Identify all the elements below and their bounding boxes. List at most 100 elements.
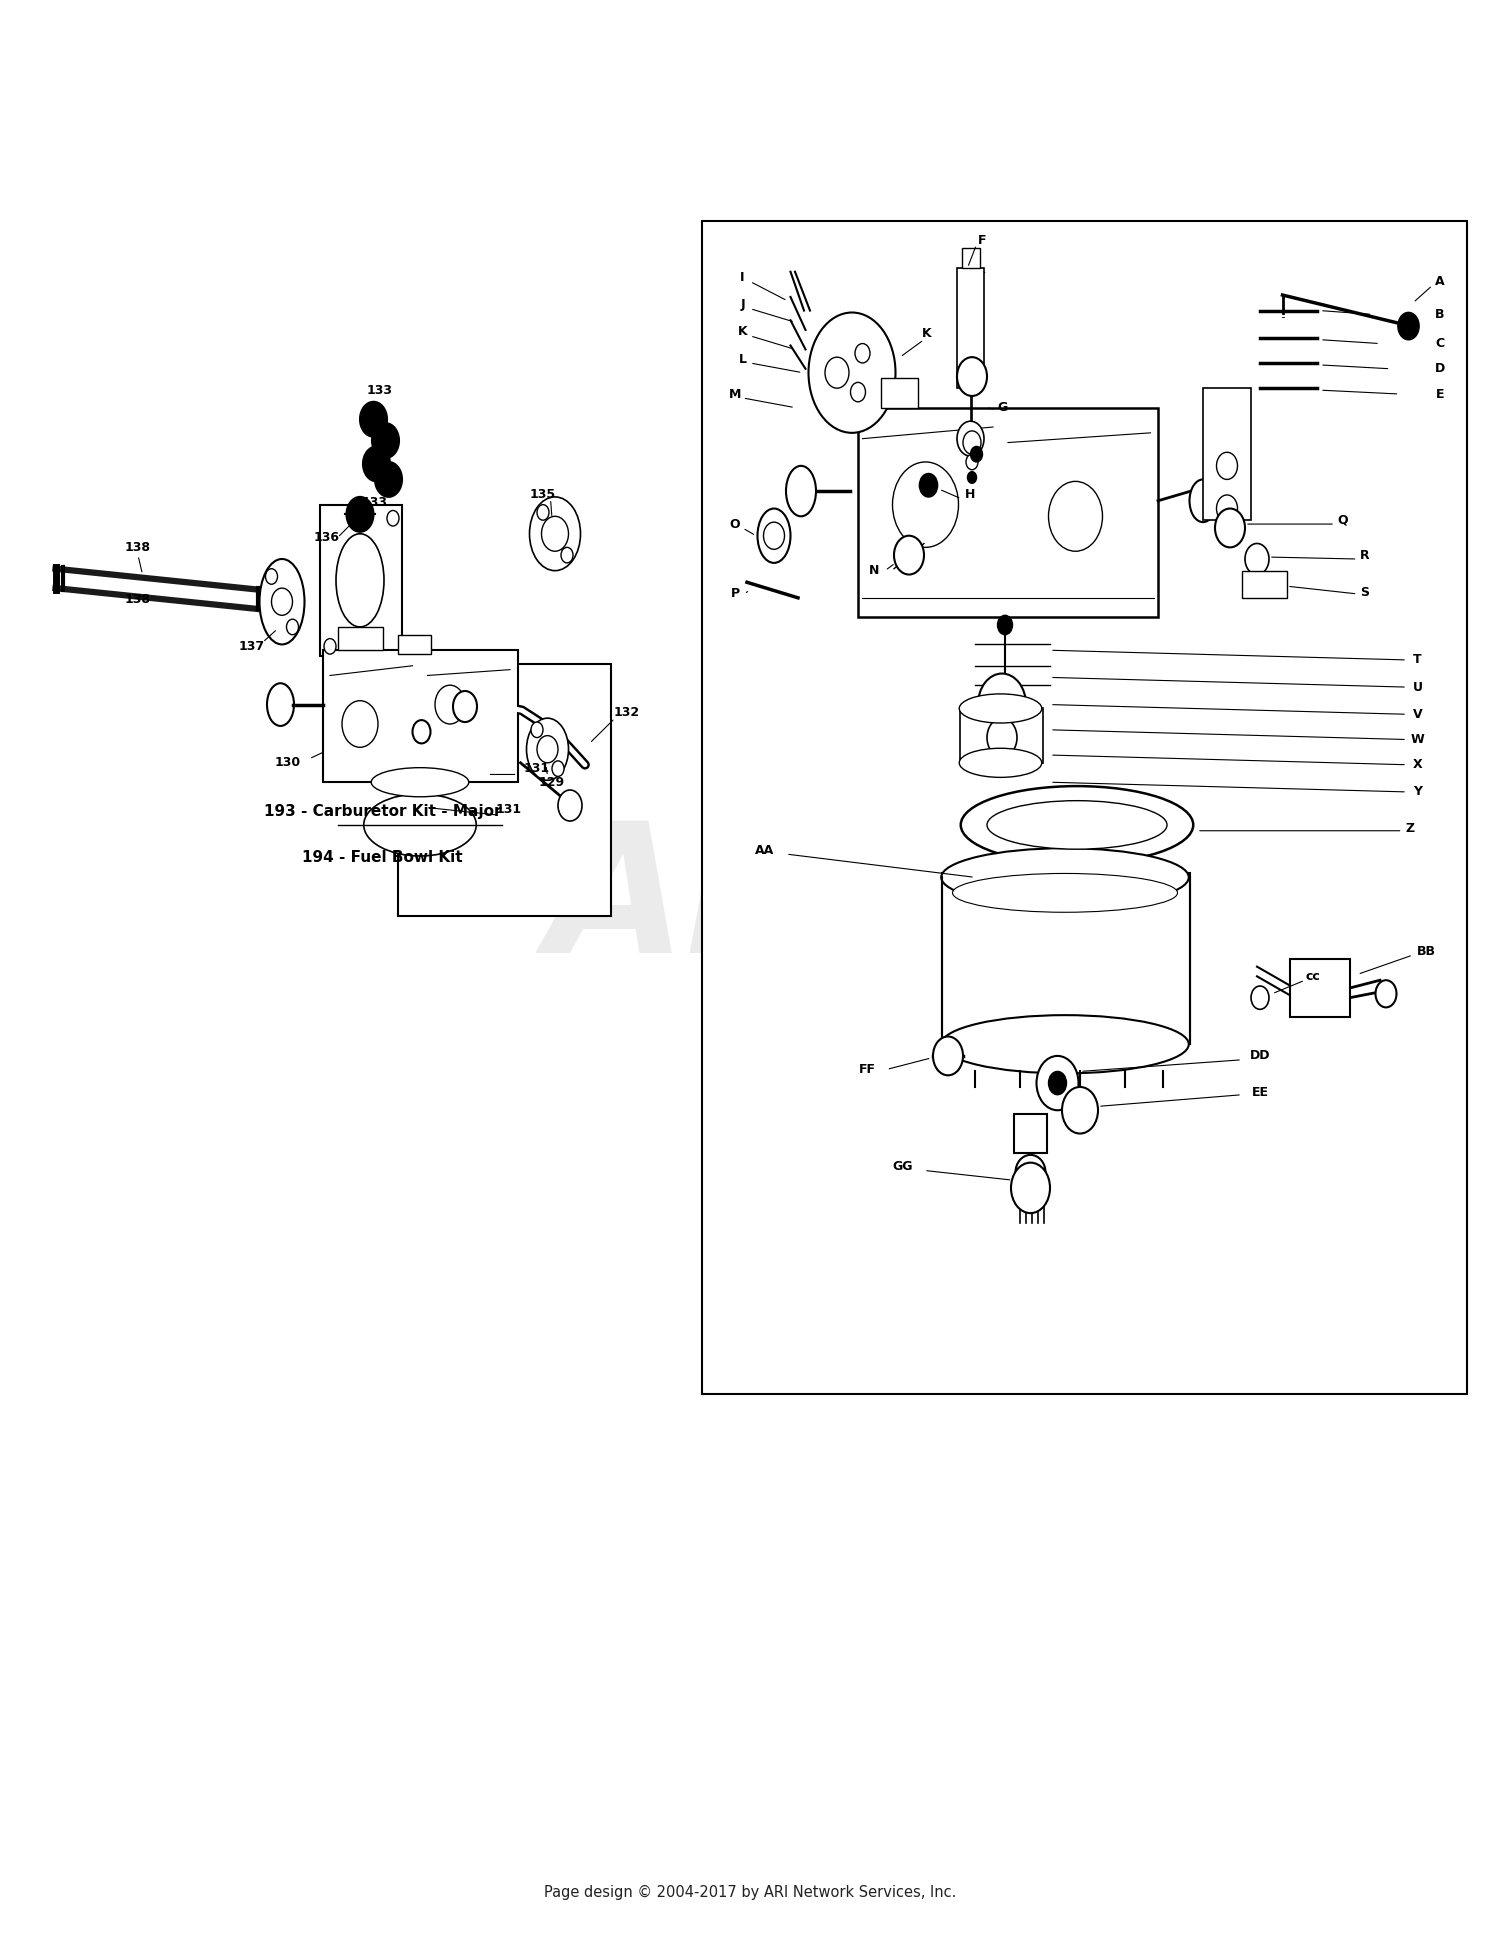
Bar (1242, 571, 1287, 598)
Circle shape (266, 569, 278, 584)
Bar (1014, 1114, 1047, 1153)
Circle shape (966, 454, 978, 470)
Bar (1203, 388, 1251, 520)
Text: I: I (741, 272, 744, 283)
Circle shape (825, 357, 849, 388)
Text: H: H (966, 489, 975, 501)
Ellipse shape (786, 466, 816, 516)
Text: 129: 129 (538, 776, 566, 788)
Bar (942, 873, 1190, 1044)
Text: N: N (870, 565, 879, 576)
Circle shape (998, 615, 1012, 635)
Ellipse shape (960, 693, 1041, 722)
Text: DD: DD (1250, 1050, 1270, 1062)
Bar (957, 268, 984, 388)
Circle shape (542, 516, 568, 551)
Circle shape (342, 701, 378, 747)
Text: EE: EE (1251, 1087, 1269, 1099)
Text: A: A (1436, 276, 1444, 287)
Circle shape (894, 536, 924, 575)
Ellipse shape (1190, 479, 1216, 522)
Text: 135: 135 (530, 489, 556, 501)
Text: AA: AA (756, 844, 774, 856)
Text: 130: 130 (274, 757, 302, 769)
Text: E: E (1436, 388, 1444, 400)
Circle shape (957, 421, 984, 456)
Circle shape (1215, 509, 1245, 547)
Text: V: V (1413, 708, 1422, 720)
Text: 132: 132 (614, 707, 640, 718)
Circle shape (970, 446, 982, 462)
Circle shape (968, 472, 976, 483)
Circle shape (1376, 980, 1396, 1007)
Circle shape (531, 722, 543, 738)
Text: B: B (1436, 309, 1444, 320)
Text: 138: 138 (124, 542, 152, 553)
Bar (960, 708, 1042, 763)
Circle shape (1062, 1087, 1098, 1134)
Text: M: M (729, 388, 741, 400)
Text: ARI: ARI (548, 815, 892, 990)
Ellipse shape (526, 718, 568, 780)
Circle shape (272, 588, 292, 615)
Ellipse shape (530, 497, 580, 571)
Ellipse shape (364, 794, 477, 856)
Circle shape (920, 474, 938, 497)
Text: BB: BB (1418, 945, 1436, 957)
Text: P: P (730, 588, 740, 600)
Circle shape (375, 462, 402, 497)
Ellipse shape (260, 559, 305, 644)
Ellipse shape (808, 313, 895, 433)
Circle shape (413, 720, 430, 743)
Text: C: C (1436, 338, 1444, 349)
Circle shape (435, 685, 465, 724)
Text: 131: 131 (524, 763, 550, 774)
Ellipse shape (942, 848, 1188, 906)
Circle shape (552, 761, 564, 776)
Circle shape (933, 1036, 963, 1075)
Circle shape (453, 691, 477, 722)
Text: Y: Y (1413, 786, 1422, 798)
Circle shape (324, 639, 336, 654)
Circle shape (372, 423, 399, 458)
Circle shape (286, 619, 298, 635)
Circle shape (537, 505, 549, 520)
Circle shape (1398, 313, 1419, 340)
Bar (320, 505, 402, 656)
Ellipse shape (267, 683, 294, 726)
Bar (880, 378, 918, 408)
Circle shape (1011, 1163, 1050, 1213)
Text: 133: 133 (366, 384, 393, 396)
Text: S: S (1360, 586, 1370, 598)
Bar (398, 635, 430, 654)
Circle shape (764, 522, 784, 549)
Text: GG: GG (892, 1161, 914, 1172)
Bar (322, 650, 518, 782)
Text: W: W (1410, 734, 1425, 745)
Circle shape (1245, 543, 1269, 575)
Circle shape (963, 431, 981, 454)
Text: K: K (922, 328, 932, 340)
Circle shape (346, 497, 374, 532)
Ellipse shape (336, 534, 384, 627)
Bar (962, 248, 980, 268)
Circle shape (561, 547, 573, 563)
Bar (702, 221, 1467, 1394)
Text: 138: 138 (124, 594, 152, 606)
Text: O: O (729, 518, 741, 530)
Text: 131: 131 (495, 804, 522, 815)
Circle shape (387, 510, 399, 526)
Text: Q: Q (1336, 514, 1348, 526)
Text: T: T (1413, 654, 1422, 666)
Text: X: X (1413, 759, 1422, 771)
Circle shape (1036, 1056, 1078, 1110)
Text: 136: 136 (314, 532, 340, 543)
Bar (858, 408, 1158, 617)
Circle shape (558, 790, 582, 821)
Text: R: R (1360, 549, 1370, 561)
Circle shape (850, 382, 865, 402)
Text: J: J (740, 299, 746, 311)
Circle shape (360, 402, 387, 437)
Circle shape (855, 344, 870, 363)
Text: U: U (1413, 681, 1422, 693)
